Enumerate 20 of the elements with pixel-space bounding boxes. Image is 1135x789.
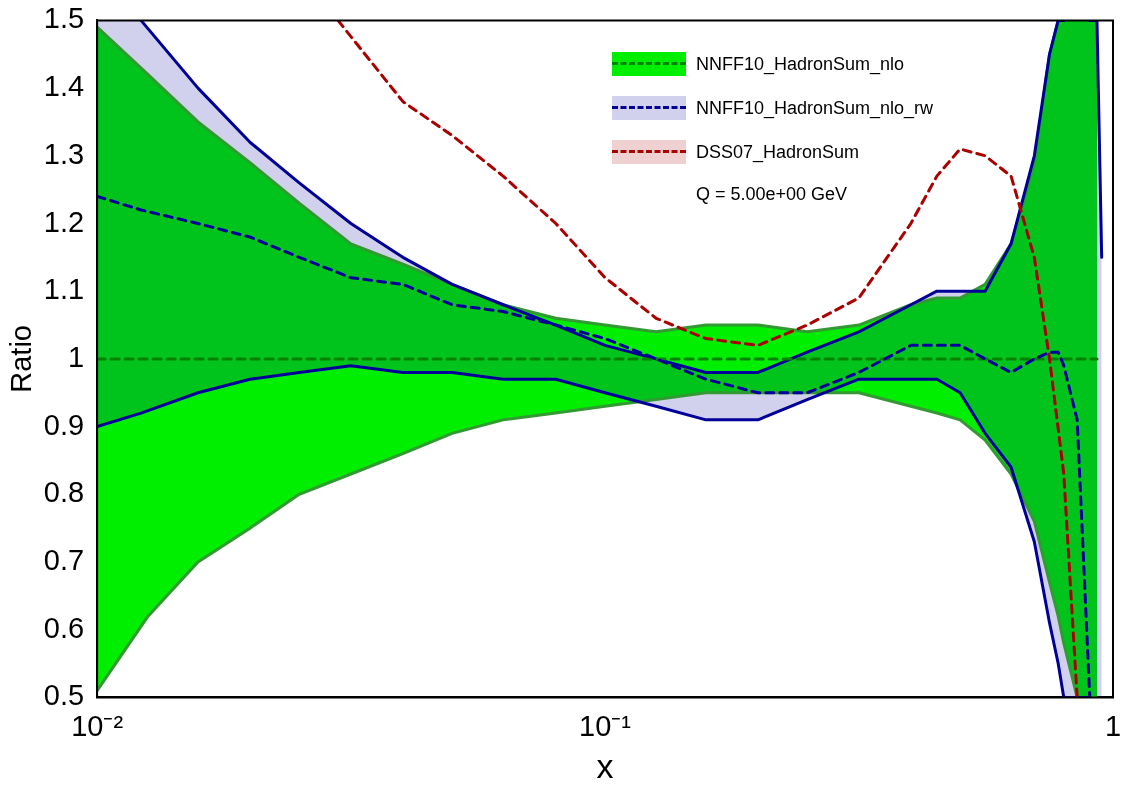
x-tick-label: 10⁻² bbox=[71, 709, 124, 742]
y-tick-label: 1.1 bbox=[43, 273, 85, 306]
x-axis-title: x bbox=[596, 746, 614, 785]
x-tick-label: 1 bbox=[1104, 709, 1122, 742]
y-tick-label: 1 bbox=[67, 340, 85, 373]
y-tick-label: 1.5 bbox=[43, 2, 85, 35]
y-tick-label: 0.5 bbox=[43, 679, 85, 712]
annotation: Q = 5.00e+00 GeV bbox=[695, 183, 849, 206]
legend-label: NNFF10_HadronSum_nlo_rw bbox=[696, 97, 934, 119]
legend-label: DSS07_HadronSum bbox=[696, 141, 860, 163]
y-tick-label: 0.7 bbox=[43, 544, 85, 576]
y-tick-label: 0.6 bbox=[43, 611, 85, 644]
y-tick-label: 1.3 bbox=[43, 137, 85, 170]
y-tick-label: 1.4 bbox=[43, 70, 85, 103]
x-tick-label: 10⁻¹ bbox=[579, 709, 632, 742]
legend-label: NNFF10_HadronSum_nlo bbox=[696, 53, 905, 75]
y-tick-label: 0.9 bbox=[43, 408, 85, 441]
y-axis-title: Ratio bbox=[5, 325, 38, 393]
y-tick-label: 1.2 bbox=[43, 205, 85, 238]
y-tick-label: 0.8 bbox=[43, 476, 85, 509]
